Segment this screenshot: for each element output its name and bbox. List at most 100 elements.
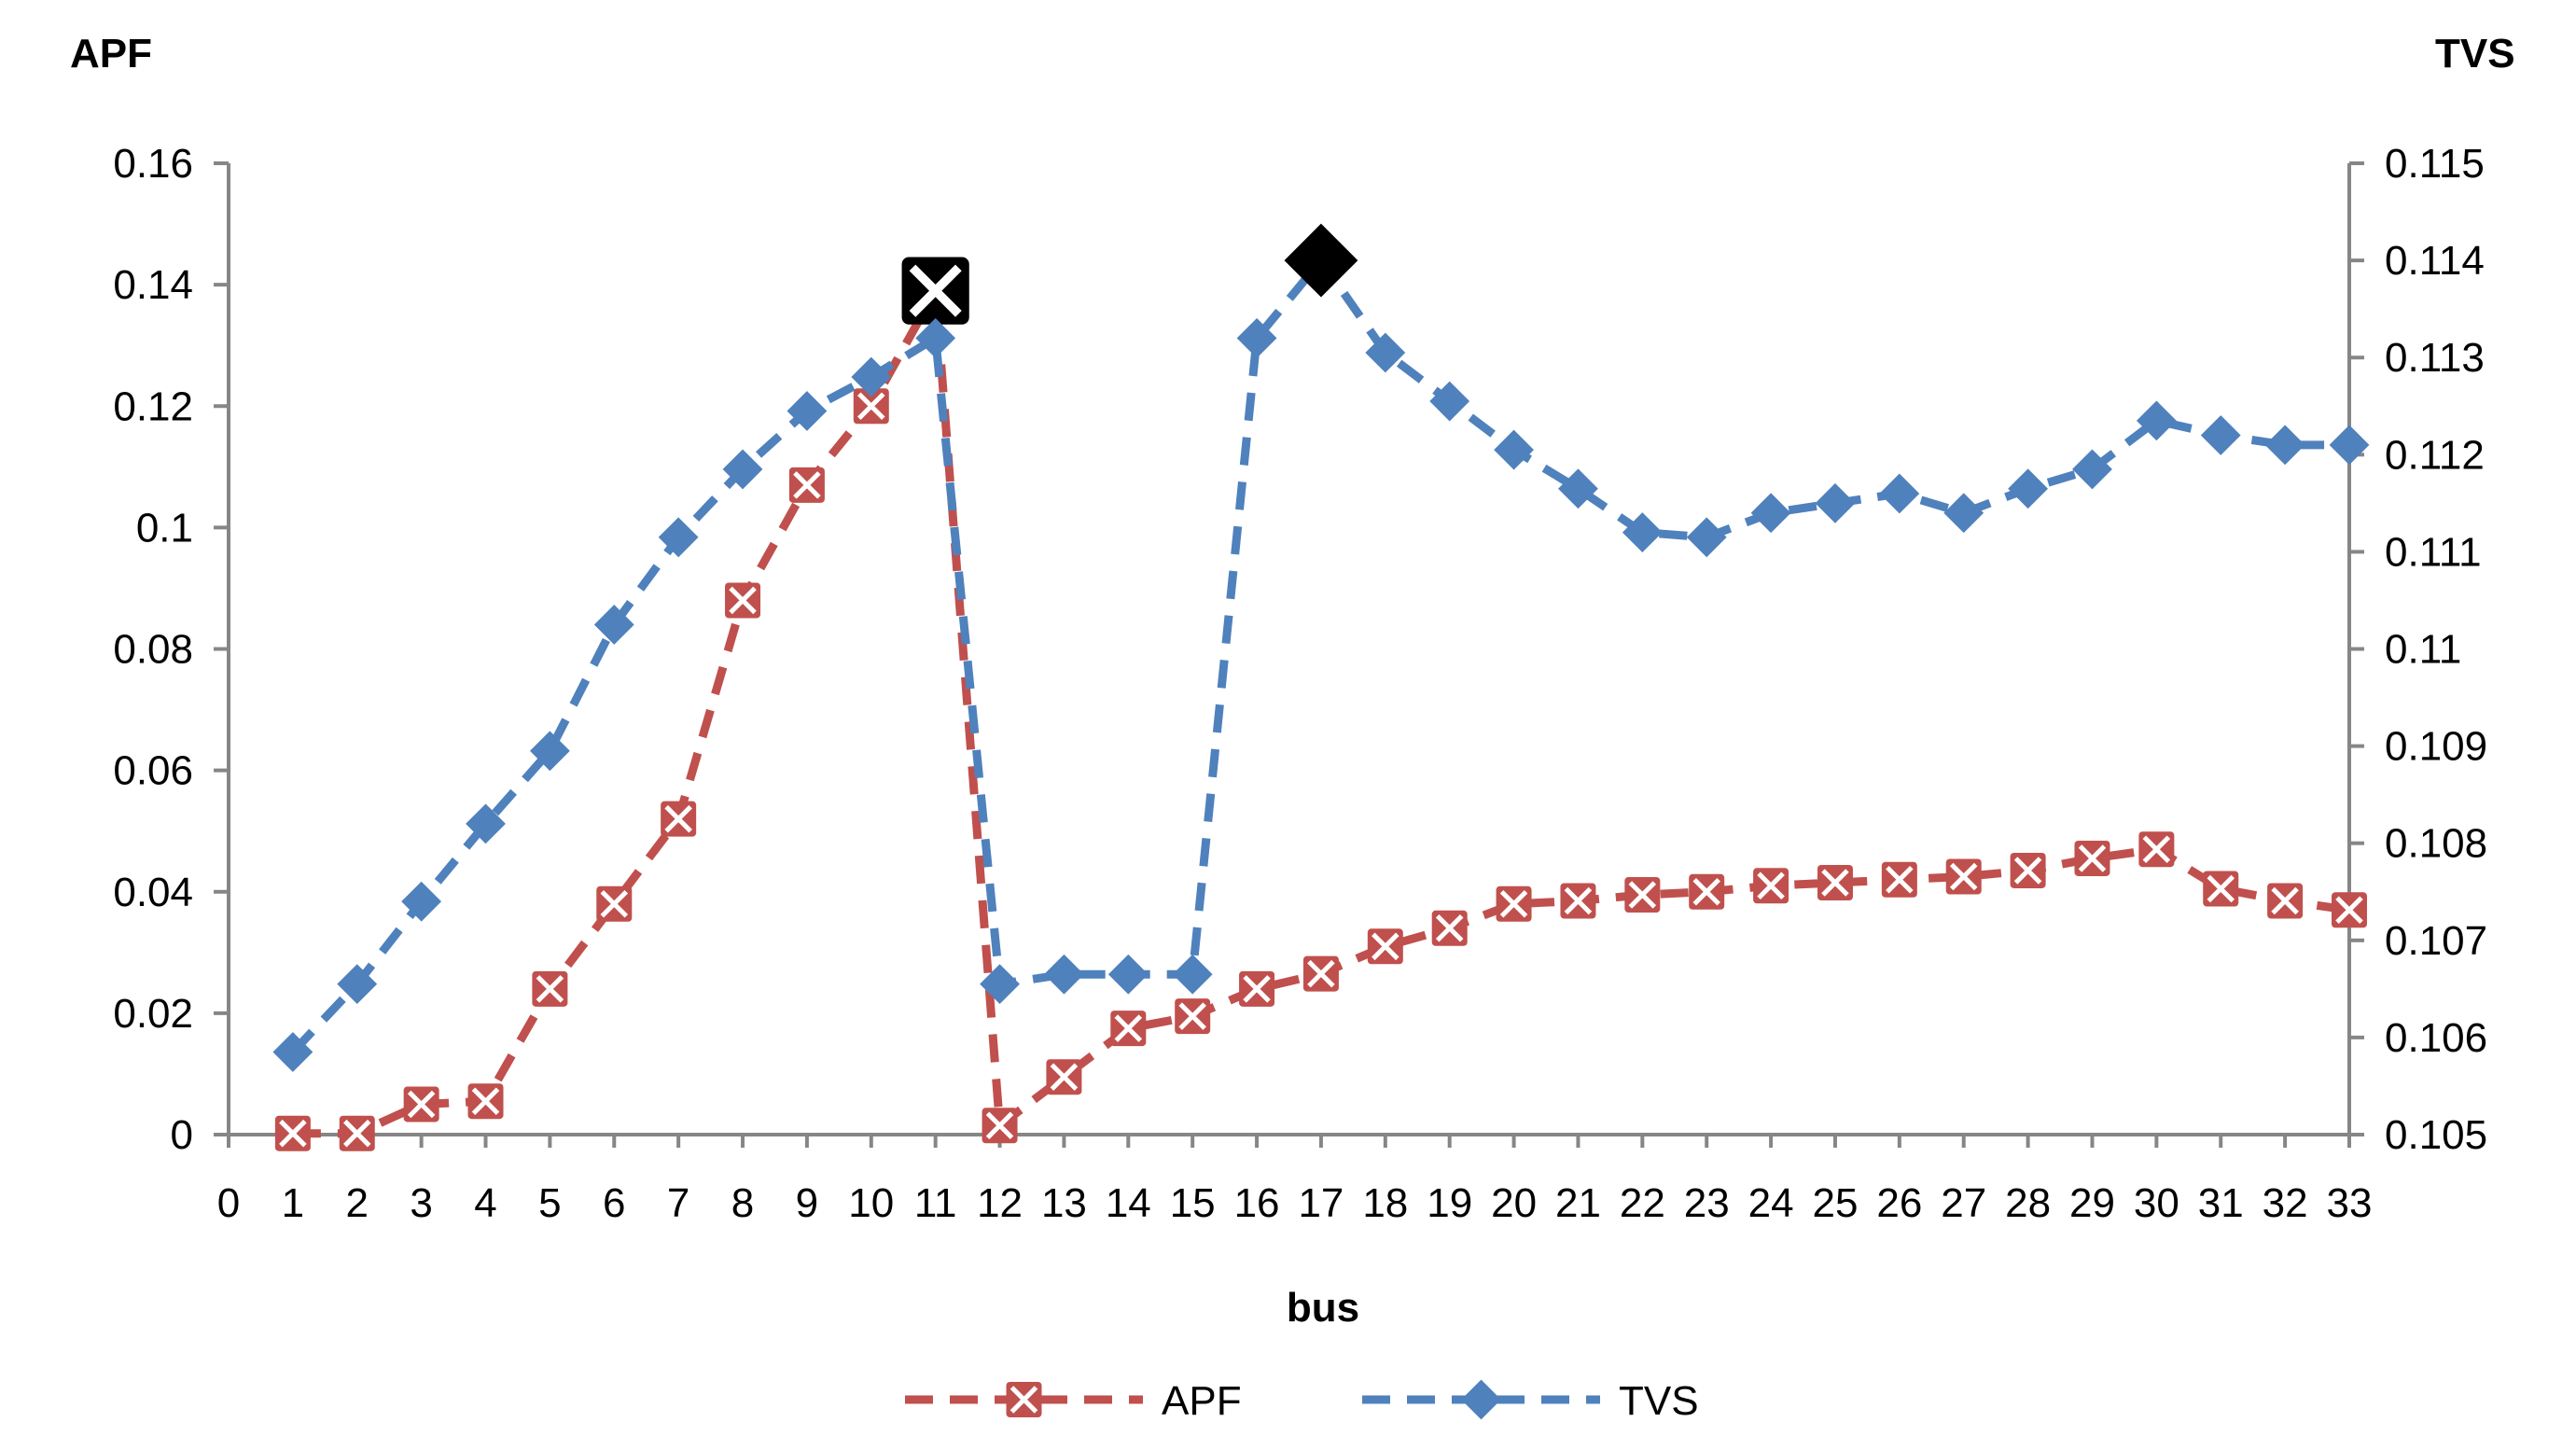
- right-tick-label: 0.107: [2385, 918, 2487, 964]
- x-tick-label: 8: [731, 1180, 754, 1226]
- right-tick-label: 0.106: [2385, 1015, 2487, 1061]
- apf-point: [275, 1116, 311, 1151]
- left-tick-label: 0.08: [113, 627, 193, 673]
- axes: 0 0.02 0.04 0.06 0.08 0.1 0.12 0.14 0.16 0.105 0.1…: [113, 141, 2487, 1226]
- x-tick-label: 21: [1555, 1180, 1601, 1226]
- apf-point: [1497, 886, 1532, 922]
- tvs-line: [289, 256, 2349, 1055]
- x-tick-label: 14: [1106, 1180, 1151, 1226]
- x-tick-label: 5: [538, 1180, 561, 1226]
- tvs-point: [1172, 954, 1213, 995]
- apf-point: [1882, 862, 1917, 898]
- apf-point: [1368, 928, 1403, 964]
- left-tick-label: 0.12: [113, 383, 193, 429]
- right-axis-title: TVS: [2435, 31, 2515, 77]
- tvs-point: [1494, 429, 1534, 470]
- x-tick-label: 25: [1812, 1180, 1858, 1226]
- right-tick-label: 0.108: [2385, 821, 2487, 867]
- apf-point: [1624, 877, 1660, 913]
- right-tick-label: 0.114: [2385, 238, 2485, 284]
- right-tick-label: 0.109: [2385, 724, 2487, 770]
- legend-label-apf: APF: [1162, 1378, 1242, 1424]
- tvs-point: [2329, 425, 2370, 466]
- tvs-point: [851, 356, 892, 397]
- x-tick-label: 3: [410, 1180, 432, 1226]
- x-tick-label: 20: [1491, 1180, 1537, 1226]
- right-tick-label: 0.11: [2385, 627, 2461, 673]
- tvs-point: [466, 803, 506, 844]
- apf-point: [1560, 884, 1595, 919]
- apf-point: [1689, 874, 1724, 910]
- x-tick-label: 2: [346, 1180, 369, 1226]
- apf-point: [1817, 865, 1853, 900]
- legend-label-tvs: TVS: [1619, 1378, 1699, 1424]
- tvs-point: [2072, 449, 2112, 490]
- left-tick-label: 0.04: [113, 870, 193, 915]
- right-tick-label: 0.105: [2385, 1112, 2487, 1158]
- tvs-point: [1558, 468, 1598, 509]
- apf-point: [982, 1108, 1018, 1143]
- left-tick-label: 0.06: [113, 748, 193, 794]
- legend: APF TVS: [905, 1378, 1699, 1424]
- apf-line: [292, 286, 2350, 1138]
- tvs-point: [1622, 512, 1663, 552]
- tvs-highlight-point: [1284, 223, 1358, 298]
- legend-item-tvs: TVS: [1362, 1378, 1699, 1424]
- x-tick-label: 28: [2005, 1180, 2051, 1226]
- apf-point: [532, 971, 567, 1007]
- tvs-point: [1750, 493, 1791, 534]
- tvs-point: [272, 1032, 313, 1072]
- tvs-point: [1686, 517, 1727, 558]
- x-tick-label: 9: [796, 1180, 818, 1226]
- apf-highlight-point: [902, 258, 969, 325]
- apf-series: [275, 258, 2367, 1151]
- x-tick-label: 12: [977, 1180, 1023, 1226]
- legend-marker-tvs: [1461, 1379, 1501, 1420]
- right-tick-label: 0.111: [2385, 529, 2482, 575]
- tvs-point: [1943, 493, 1984, 534]
- x-tick-label: 13: [1041, 1180, 1087, 1226]
- tvs-point: [787, 391, 828, 431]
- right-tick-label: 0.112: [2385, 432, 2485, 478]
- left-tick-label: 0: [171, 1112, 193, 1158]
- x-tick-label: 6: [603, 1180, 625, 1226]
- x-tick-label: 33: [2327, 1180, 2373, 1226]
- x-tick-label: 27: [1941, 1180, 1986, 1226]
- apf-point: [1303, 956, 1339, 992]
- x-tick-label: 24: [1748, 1180, 1794, 1226]
- legend-item-apf: APF: [905, 1378, 1242, 1424]
- left-tick-label: 0.1: [136, 505, 193, 551]
- tvs-point: [980, 964, 1020, 1005]
- x-tick-label: 1: [282, 1180, 304, 1226]
- x-tick-label: 11: [914, 1180, 957, 1226]
- tvs-point: [1044, 954, 1084, 995]
- apf-point: [2138, 831, 2174, 867]
- left-tick-label: 0.02: [113, 991, 193, 1037]
- apf-point: [2267, 884, 2303, 919]
- apf-point: [340, 1116, 375, 1151]
- apf-point: [1432, 911, 1468, 946]
- x-tick-label: 30: [2134, 1180, 2179, 1226]
- apf-point: [661, 802, 696, 837]
- tvs-point: [2008, 468, 2049, 509]
- apf-point: [1946, 858, 1982, 894]
- x-axis-title: bus: [1287, 1285, 1359, 1331]
- right-tick-label: 0.115: [2385, 141, 2485, 187]
- x-tick-label: 19: [1427, 1180, 1472, 1226]
- apf-point: [1753, 868, 1789, 903]
- tvs-point: [1236, 317, 1277, 358]
- x-tick-label: 7: [667, 1180, 689, 1226]
- tvs-point: [1429, 381, 1470, 422]
- left-axis-title: APF: [70, 31, 152, 77]
- x-tick-label: 32: [2263, 1180, 2308, 1226]
- apf-point: [1110, 1011, 1146, 1046]
- tvs-point: [593, 605, 634, 645]
- apf-point: [789, 467, 825, 503]
- tvs-point: [915, 317, 956, 358]
- legend-marker-apf: [1007, 1382, 1042, 1417]
- right-tick-label: 0.113: [2385, 335, 2485, 381]
- tvs-series: [272, 223, 2370, 1072]
- tvs-point: [1365, 332, 1406, 373]
